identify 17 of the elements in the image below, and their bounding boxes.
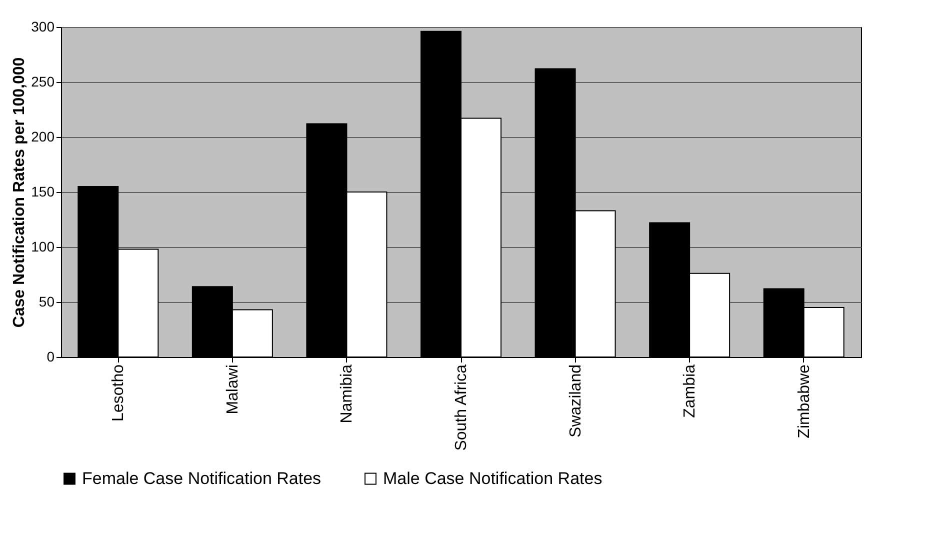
x-tick-label: Namibia [338, 364, 356, 424]
y-tick-label: 200 [31, 128, 55, 144]
x-tick-label: Malawi [224, 364, 242, 414]
x-tick-label: Zimbabwe [796, 364, 813, 438]
y-tick-label: 100 [31, 238, 55, 254]
legend-label: Male Case Notification Rates [383, 468, 602, 488]
y-tick-label: 300 [31, 18, 55, 34]
legend-label: Female Case Notification Rates [82, 468, 322, 488]
x-tick-label: Lesotho [110, 364, 128, 422]
x-tick-label: Zambia [682, 364, 699, 418]
x-tick-label: Swaziland [567, 364, 584, 438]
y-tick-label: 0 [46, 348, 55, 364]
x-tick-label: South Africa [453, 364, 470, 451]
y-tick-label: 150 [31, 184, 55, 200]
y-tick-label: 50 [38, 294, 55, 310]
y-axis-title: Case Notification Rates per 100,000 [11, 57, 28, 328]
y-tick-label: 250 [31, 74, 55, 90]
